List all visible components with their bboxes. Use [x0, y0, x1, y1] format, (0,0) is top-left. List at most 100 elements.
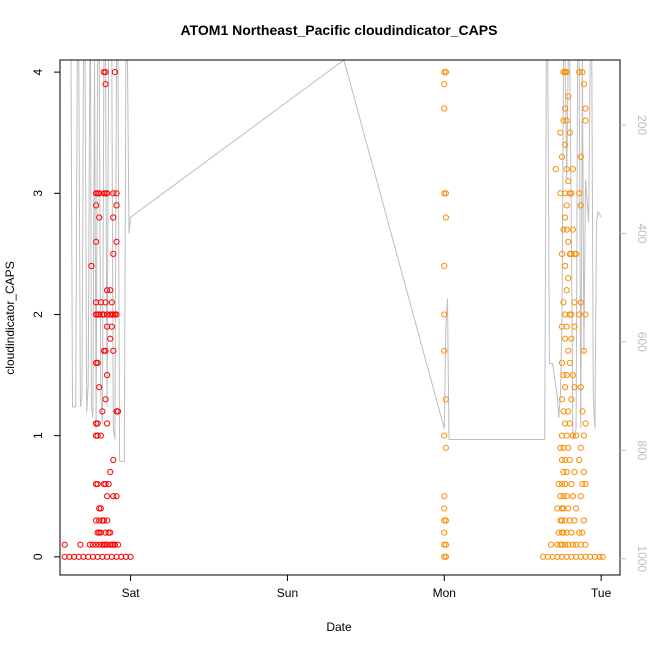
data-point [442, 69, 449, 76]
x-tick-label: Mon [433, 586, 456, 600]
data-point [554, 541, 561, 548]
data-point [558, 359, 566, 366]
data-point [560, 408, 567, 415]
data-point [563, 372, 570, 379]
data-point [563, 117, 570, 124]
data-point [441, 347, 448, 354]
data-point [563, 468, 570, 476]
data-point [560, 444, 567, 451]
data-point [99, 553, 106, 560]
data-point [599, 553, 606, 560]
data-point [560, 226, 567, 233]
data-point [75, 553, 82, 560]
right-axis: 200 400 600 800 1000 [620, 115, 649, 572]
data-point [562, 214, 569, 221]
data-point [93, 238, 100, 245]
x-axis-label: Date [326, 620, 352, 634]
data-point [80, 553, 87, 560]
data-point [591, 553, 599, 560]
data-point [562, 517, 569, 524]
data-point [562, 541, 569, 548]
data-point [562, 190, 569, 197]
data-point [558, 250, 566, 257]
data-point [568, 529, 575, 536]
data-point [97, 529, 104, 536]
data-point [563, 493, 570, 500]
data-point [442, 190, 449, 197]
data-point [105, 481, 112, 488]
data-point [93, 517, 100, 524]
data-point [110, 456, 117, 463]
chart-title: ATOM1 Northeast_Pacific cloudindicator_C… [181, 22, 498, 38]
data-point [580, 468, 588, 476]
data-point [562, 384, 569, 391]
data-point [596, 553, 603, 560]
data-point [441, 262, 448, 270]
data-point [580, 432, 588, 439]
data-point [577, 299, 584, 306]
data-point [61, 541, 68, 548]
data-point [563, 69, 570, 76]
data-point [560, 299, 567, 306]
data-point [441, 311, 448, 318]
data-point [579, 481, 586, 488]
pressure-trace [67, 59, 602, 462]
data-point [576, 190, 583, 197]
data-point [108, 299, 115, 306]
data-point [587, 553, 594, 560]
data-point [569, 372, 577, 379]
data-point [114, 541, 122, 548]
data-point [110, 347, 117, 354]
data-point [582, 117, 589, 124]
data-point [108, 553, 115, 560]
data-point [565, 275, 572, 282]
data-point [104, 517, 111, 524]
data-point [569, 432, 577, 439]
data-point [562, 105, 569, 112]
data-point [568, 396, 575, 403]
data-point [442, 553, 449, 560]
data-point [560, 468, 567, 476]
data-point [565, 541, 572, 548]
data-point [568, 335, 575, 342]
data-point [555, 481, 562, 488]
data-point [552, 166, 559, 173]
data-point [554, 553, 561, 560]
data-point [111, 541, 119, 548]
data-point [113, 553, 120, 560]
data-point [102, 299, 109, 306]
x-tick-label: Tue [591, 586, 612, 600]
data-point [571, 323, 578, 330]
right-tick-label: 1000 [635, 545, 649, 572]
right-tick-label: 600 [635, 332, 649, 352]
data-point [113, 190, 120, 197]
data-point [97, 299, 104, 306]
data-point [582, 553, 589, 560]
data-point [577, 202, 584, 209]
data-point [96, 384, 103, 391]
data-point [66, 553, 73, 560]
series-red-points [61, 69, 134, 560]
data-point [577, 153, 584, 160]
data-point [571, 299, 578, 306]
data-point [555, 529, 562, 536]
data-point [94, 420, 101, 427]
data-point [110, 190, 117, 197]
data-point [558, 396, 566, 403]
data-point [569, 493, 577, 500]
data-point [560, 505, 567, 512]
data-point [577, 493, 584, 500]
data-point [573, 432, 580, 439]
data-point [565, 444, 572, 451]
data-point [560, 493, 567, 500]
data-point [563, 226, 570, 233]
data-point [77, 541, 84, 548]
data-point [568, 311, 575, 318]
data-point [100, 311, 108, 318]
data-point [563, 432, 570, 439]
data-point [563, 202, 570, 209]
data-point [571, 517, 578, 524]
data-point [94, 359, 101, 366]
data-point [114, 408, 122, 415]
